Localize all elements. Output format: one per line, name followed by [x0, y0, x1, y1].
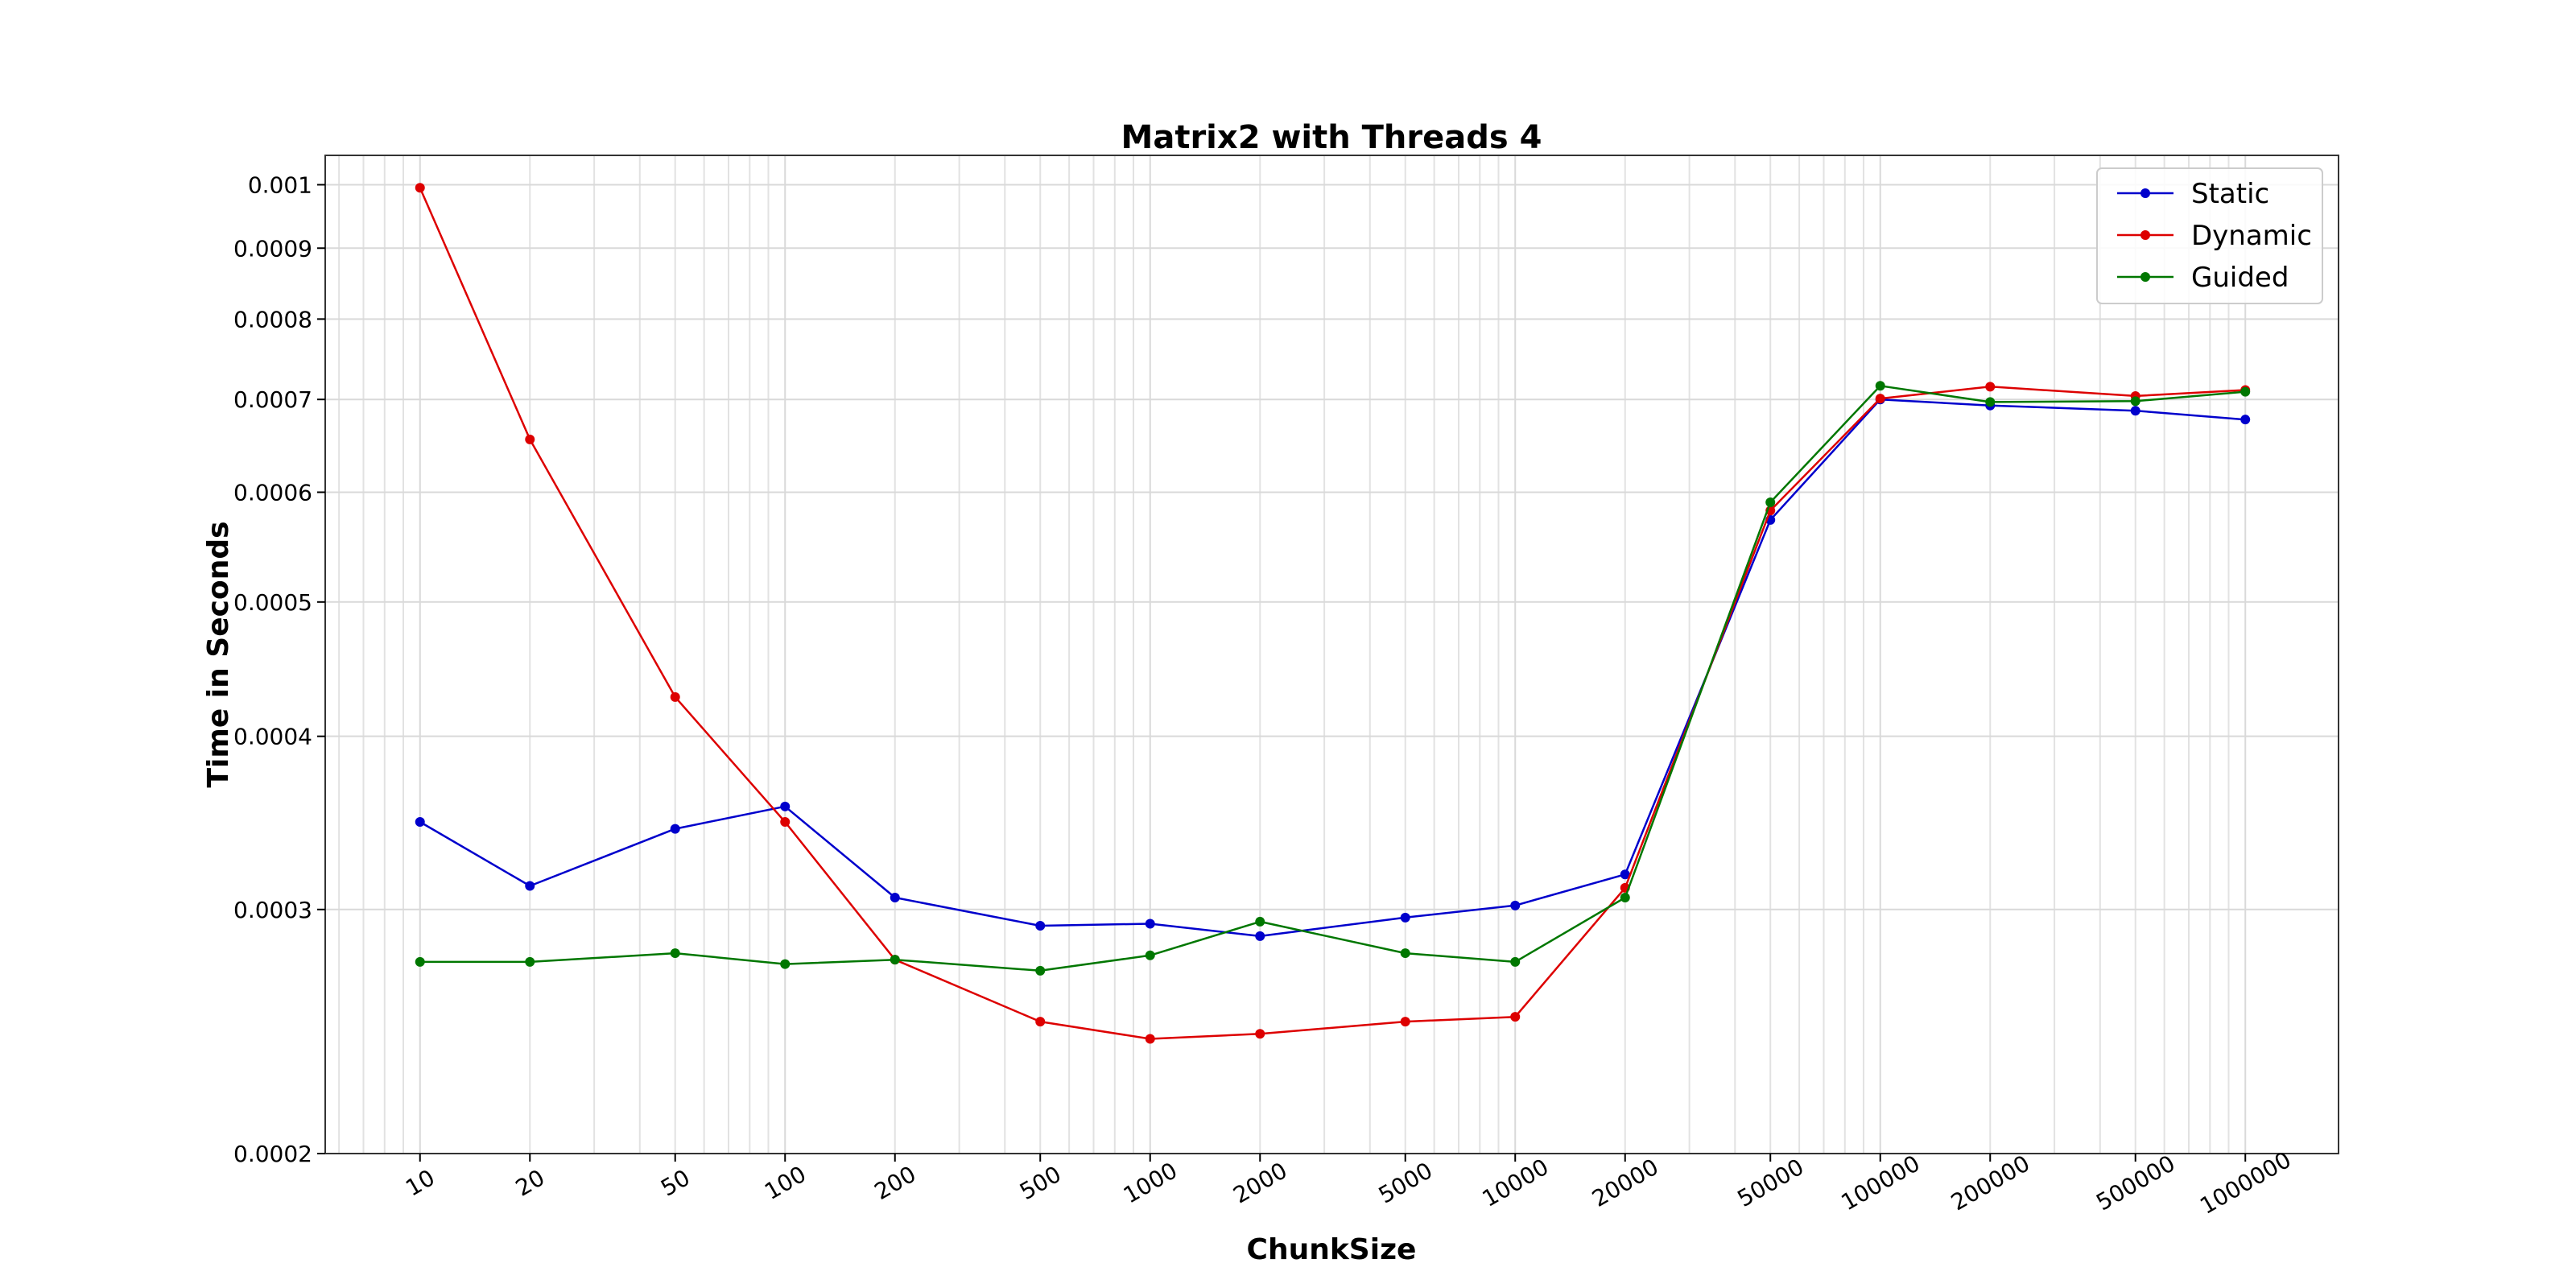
data-point-static: [2240, 415, 2251, 425]
y-tick-label: 0.0008: [233, 306, 312, 332]
data-point-dynamic: [1400, 1017, 1410, 1027]
data-point-guided: [2130, 396, 2140, 407]
x-tick-label: 10000: [1478, 1154, 1554, 1212]
data-point-static: [1620, 869, 1630, 880]
series-line-guided: [419, 385, 2246, 972]
x-axis-label: ChunkSize: [1247, 1233, 1417, 1266]
series-line-static: [419, 398, 2246, 938]
x-tick-label: 50: [656, 1164, 694, 1201]
data-point-dynamic: [1875, 394, 1885, 404]
data-point-guided: [1875, 381, 1885, 391]
data-point-static: [1255, 931, 1265, 941]
data-point-guided: [1145, 950, 1155, 960]
data-point-dynamic: [1035, 1017, 1046, 1027]
legend-label-dynamic: Dynamic: [2191, 220, 2312, 252]
data-point-dynamic: [1985, 382, 1996, 392]
x-tick-label: 5000: [1374, 1157, 1437, 1208]
data-point-dynamic: [1145, 1034, 1155, 1044]
legend: Static Dynamic Guided: [2096, 167, 2323, 304]
data-point-static: [1035, 921, 1046, 931]
data-point-guided: [890, 955, 900, 965]
x-tick-label: 500: [1015, 1161, 1066, 1205]
y-tick-label: 0.0004: [233, 724, 312, 750]
data-point-dynamic: [780, 816, 791, 827]
y-tick-label: 0.0006: [233, 479, 312, 506]
chart-title: Matrix2 with Threads 4: [1121, 119, 1542, 156]
data-point-guided: [1985, 397, 1996, 407]
data-point-static: [890, 892, 900, 902]
data-point-static: [780, 801, 791, 811]
series-line-dynamic: [419, 187, 2246, 1040]
x-tick-label: 20000: [1587, 1154, 1663, 1212]
y-tick-label: 0.0005: [233, 589, 312, 616]
data-point-dynamic: [1510, 1012, 1521, 1022]
data-point-static: [415, 816, 425, 827]
legend-box: [2096, 167, 2323, 304]
x-tick-label: 50000: [1733, 1154, 1809, 1212]
legend-marker-dynamic: [2140, 230, 2150, 240]
data-point-dynamic: [415, 183, 425, 193]
y-tick-label: 0.0009: [233, 235, 312, 262]
x-tick-label: 2000: [1228, 1157, 1291, 1208]
y-tick-label: 0.001: [248, 171, 312, 198]
axis-ticks: 10 20 50 100 200 500 1000 2000 5000 10000 20000 500…: [233, 171, 2296, 1219]
grid: [325, 155, 2339, 1154]
y-tick-label: 0.0002: [233, 1141, 312, 1167]
legend-label-guided: Guided: [2191, 262, 2289, 294]
data-point-static: [1400, 912, 1410, 923]
data-point-dynamic: [1255, 1029, 1265, 1039]
x-tick-label: 1000: [1119, 1157, 1182, 1208]
x-tick-label: 10: [401, 1164, 439, 1201]
data-point-static: [1145, 919, 1155, 929]
data-point-guided: [1510, 956, 1521, 967]
x-tick-label: 200: [870, 1161, 921, 1205]
data-point-guided: [525, 956, 535, 967]
legend-marker-static: [2140, 188, 2150, 198]
data-point-guided: [415, 956, 425, 967]
y-tick-label: 0.0007: [233, 386, 312, 413]
data-point-guided: [780, 959, 791, 969]
data-point-guided: [1765, 497, 1776, 508]
data-point-guided: [1255, 916, 1265, 927]
plot-frame: [324, 155, 2339, 1154]
data-point-guided: [1620, 892, 1630, 902]
data-point-dynamic: [525, 434, 535, 444]
data-point-guided: [1035, 965, 1046, 976]
data-point-static: [2130, 406, 2140, 416]
legend-marker-guided: [2140, 272, 2150, 282]
data-point-static: [670, 824, 680, 834]
x-tick-label: 100: [760, 1161, 811, 1205]
series: [415, 183, 2251, 1044]
data-point-dynamic: [670, 691, 680, 702]
y-axis-label: Time in Seconds: [202, 521, 235, 787]
legend-label-static: Static: [2191, 178, 2269, 210]
y-tick-label: 0.0003: [233, 897, 312, 923]
data-point-static: [525, 881, 535, 891]
data-point-static: [1510, 900, 1521, 910]
x-tick-label: 20: [511, 1164, 549, 1201]
data-point-guided: [1400, 948, 1410, 959]
data-point-guided: [2240, 386, 2251, 397]
data-point-guided: [670, 948, 680, 959]
